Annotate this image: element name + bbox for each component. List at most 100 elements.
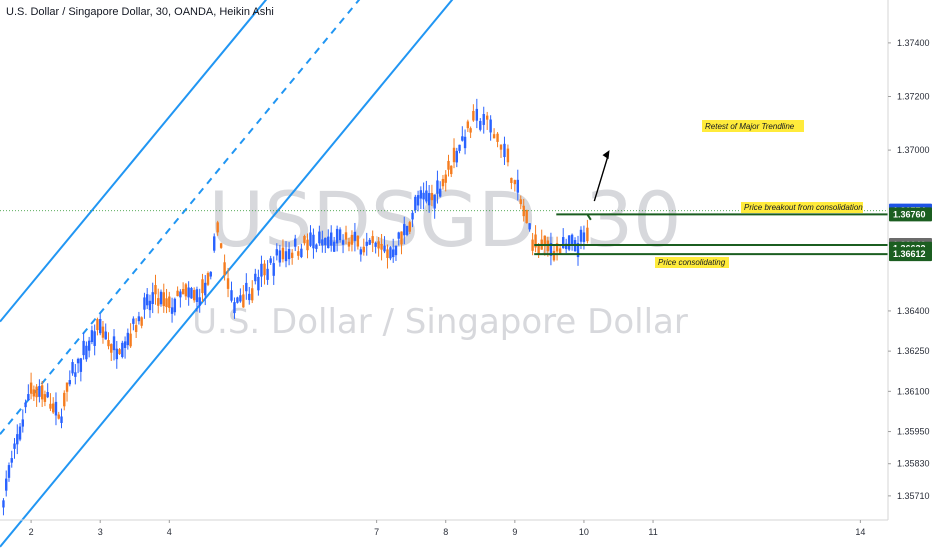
candle-body: [216, 222, 219, 233]
time-tick-label: 9: [512, 527, 517, 537]
candle-body: [365, 241, 368, 246]
candle-body: [198, 297, 201, 306]
time-tick-label: 4: [167, 527, 172, 537]
candle-body: [157, 298, 160, 306]
candle-body: [275, 249, 279, 256]
candle-body: [576, 242, 580, 258]
price-label-1.36612: 1.36612: [893, 249, 926, 259]
candle-body: [121, 342, 124, 357]
candle-body: [176, 290, 179, 297]
candle-body: [46, 392, 49, 398]
candle-body: [383, 245, 386, 252]
candle-body: [422, 192, 425, 200]
candle-body: [5, 478, 8, 491]
price-tick-label: 1.35710: [897, 491, 930, 501]
candle-body: [239, 295, 242, 302]
candle-body: [510, 177, 513, 183]
candle-body: [492, 134, 496, 139]
candle-body: [405, 225, 409, 235]
candle-body: [408, 222, 411, 232]
price-label-1.36612-bg: [889, 247, 932, 262]
candle-body: [338, 229, 342, 241]
candle-body: [564, 243, 568, 250]
candle-body: [312, 234, 315, 249]
candle-body: [93, 331, 96, 346]
candle-body: [332, 241, 336, 252]
candle-body: [145, 294, 149, 306]
candle-body: [38, 386, 41, 397]
candle-body: [134, 325, 138, 333]
candle-body: [71, 362, 74, 374]
candle-body: [195, 289, 199, 302]
time-tick-label: 7: [374, 527, 379, 537]
time-tick-label: 3: [98, 527, 103, 537]
candle-body: [528, 223, 531, 230]
candle-body: [107, 340, 110, 347]
candle-body: [129, 333, 132, 347]
candle-body: [187, 287, 190, 298]
candle-body: [126, 332, 130, 346]
candle-body: [29, 382, 33, 394]
price-tick-label: 1.37400: [897, 38, 930, 48]
candle-body: [306, 239, 309, 251]
candle-body: [184, 284, 188, 297]
candle-body: [154, 285, 157, 295]
candle-body: [159, 291, 163, 305]
candle-body: [132, 318, 135, 324]
candle-body: [513, 180, 517, 185]
candle-body: [438, 188, 442, 197]
candle-body: [260, 263, 263, 277]
candle-body: [469, 128, 472, 133]
candle-body: [79, 358, 83, 372]
candle-body: [374, 242, 377, 247]
candle-body: [392, 249, 395, 258]
candle-body: [162, 292, 165, 307]
candle-body: [230, 290, 233, 301]
price-label-1.36760-bg: [889, 207, 932, 222]
watermark-name: U.S. Dollar / Singapore Dollar: [192, 302, 688, 342]
candle-body: [300, 248, 303, 258]
candle-body: [151, 292, 154, 305]
candle-body: [362, 246, 365, 253]
candle-body: [303, 235, 306, 244]
candle-body: [531, 239, 534, 251]
annotation-retest-text: Retest of Major Trendline: [705, 122, 795, 131]
channel-upper-line: [0, 0, 268, 323]
candle-body: [209, 271, 212, 277]
candle-body: [242, 294, 245, 308]
candle-body: [543, 235, 546, 247]
candle-body: [461, 136, 464, 141]
candle-body: [579, 229, 583, 242]
candle-body: [586, 227, 589, 242]
candle-body: [485, 115, 489, 120]
candle-body: [27, 394, 30, 401]
candle-body: [32, 389, 36, 397]
candle-body: [309, 232, 312, 246]
candle-body: [190, 287, 193, 299]
candle-body: [52, 403, 55, 413]
candle-body: [294, 238, 297, 247]
annotation-consolidating-bg: [655, 257, 729, 268]
candle-body: [96, 319, 99, 331]
candle-body: [290, 252, 294, 258]
candle-body: [416, 195, 420, 206]
candle-body: [397, 232, 400, 239]
candle-body: [76, 358, 80, 364]
candle-body: [85, 345, 88, 360]
watermark-symbol: USDSGD, 30: [208, 175, 681, 264]
candle-body: [356, 235, 360, 247]
candle-body: [450, 165, 453, 175]
candle-body: [43, 394, 47, 402]
candle-body: [582, 232, 586, 242]
candle-body: [430, 192, 434, 201]
candle-body: [165, 298, 168, 308]
candle-body: [444, 174, 447, 183]
candle-body: [168, 296, 171, 308]
candle-body: [74, 372, 77, 377]
candle-body: [99, 319, 102, 334]
candle-body: [472, 110, 475, 121]
candle-body: [179, 291, 182, 298]
time-tick-label: 8: [443, 527, 448, 537]
